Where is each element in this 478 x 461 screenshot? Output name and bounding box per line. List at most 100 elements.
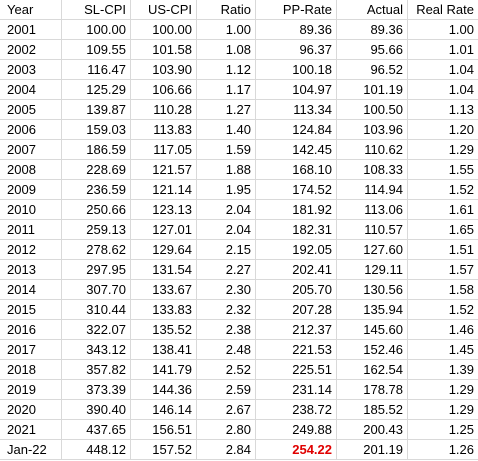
row-label: 2011 xyxy=(0,220,62,240)
data-cell: 1.29 xyxy=(408,140,478,160)
row-label: 2009 xyxy=(0,180,62,200)
data-cell: 2.59 xyxy=(197,380,256,400)
data-cell: 101.19 xyxy=(337,80,408,100)
data-cell: 207.28 xyxy=(256,300,337,320)
data-cell: 89.36 xyxy=(256,20,337,40)
data-cell: 178.78 xyxy=(337,380,408,400)
data-cell: 124.84 xyxy=(256,120,337,140)
data-cell: 2.48 xyxy=(197,340,256,360)
data-cell: 135.52 xyxy=(131,320,197,340)
data-cell: 185.52 xyxy=(337,400,408,420)
data-cell: 202.41 xyxy=(256,260,337,280)
data-cell: 310.44 xyxy=(62,300,131,320)
data-cell: 205.70 xyxy=(256,280,337,300)
data-cell: 278.62 xyxy=(62,240,131,260)
data-cell: 221.53 xyxy=(256,340,337,360)
row-label: 2004 xyxy=(0,80,62,100)
row-label: 2017 xyxy=(0,340,62,360)
data-cell: 100.00 xyxy=(62,20,131,40)
data-cell: 2.52 xyxy=(197,360,256,380)
data-cell: 138.41 xyxy=(131,340,197,360)
row-label: 2010 xyxy=(0,200,62,220)
data-cell: 127.01 xyxy=(131,220,197,240)
data-cell: 159.03 xyxy=(62,120,131,140)
data-cell: 100.50 xyxy=(337,100,408,120)
data-cell: 231.14 xyxy=(256,380,337,400)
data-cell: 390.40 xyxy=(62,400,131,420)
data-cell: 157.52 xyxy=(131,440,197,460)
header-cell: Ratio xyxy=(197,0,256,20)
header-cell: Actual xyxy=(337,0,408,20)
data-cell: 100.00 xyxy=(131,20,197,40)
data-cell: 357.82 xyxy=(62,360,131,380)
row-label: 2002 xyxy=(0,40,62,60)
data-cell: 125.29 xyxy=(62,80,131,100)
data-cell: 113.34 xyxy=(256,100,337,120)
row-label: 2006 xyxy=(0,120,62,140)
data-cell: 2.38 xyxy=(197,320,256,340)
data-cell: 1.00 xyxy=(197,20,256,40)
data-cell: 297.95 xyxy=(62,260,131,280)
data-cell: 236.59 xyxy=(62,180,131,200)
row-label: 2019 xyxy=(0,380,62,400)
data-cell: 437.65 xyxy=(62,420,131,440)
data-cell: 238.72 xyxy=(256,400,337,420)
data-cell: 110.62 xyxy=(337,140,408,160)
data-cell: 133.83 xyxy=(131,300,197,320)
data-cell: 373.39 xyxy=(62,380,131,400)
data-cell: 1.01 xyxy=(408,40,478,60)
data-cell: 121.14 xyxy=(131,180,197,200)
data-cell: 254.22 xyxy=(256,440,337,460)
data-cell: 129.11 xyxy=(337,260,408,280)
data-cell: 2.84 xyxy=(197,440,256,460)
data-cell: 1.08 xyxy=(197,40,256,60)
data-cell: 1.51 xyxy=(408,240,478,260)
row-label: 2007 xyxy=(0,140,62,160)
data-cell: 96.52 xyxy=(337,60,408,80)
data-cell: 1.59 xyxy=(197,140,256,160)
data-cell: 106.66 xyxy=(131,80,197,100)
data-cell: 142.45 xyxy=(256,140,337,160)
data-cell: 2.67 xyxy=(197,400,256,420)
data-cell: 2.04 xyxy=(197,200,256,220)
data-cell: 116.47 xyxy=(62,60,131,80)
row-label: 2015 xyxy=(0,300,62,320)
data-cell: 110.28 xyxy=(131,100,197,120)
data-cell: 1.55 xyxy=(408,160,478,180)
data-cell: 212.37 xyxy=(256,320,337,340)
data-cell: 123.13 xyxy=(131,200,197,220)
data-cell: 343.12 xyxy=(62,340,131,360)
row-label: 2005 xyxy=(0,100,62,120)
header-cell: SL-CPI xyxy=(62,0,131,20)
data-cell: 121.57 xyxy=(131,160,197,180)
data-cell: 130.56 xyxy=(337,280,408,300)
data-cell: 110.57 xyxy=(337,220,408,240)
data-cell: 228.69 xyxy=(62,160,131,180)
data-cell: 1.57 xyxy=(408,260,478,280)
data-cell: 113.83 xyxy=(131,120,197,140)
data-cell: 103.90 xyxy=(131,60,197,80)
data-cell: 174.52 xyxy=(256,180,337,200)
data-cell: 2.32 xyxy=(197,300,256,320)
data-cell: 1.58 xyxy=(408,280,478,300)
row-label: 2001 xyxy=(0,20,62,40)
data-cell: 307.70 xyxy=(62,280,131,300)
row-label: 2016 xyxy=(0,320,62,340)
data-cell: 1.00 xyxy=(408,20,478,40)
data-cell: 1.20 xyxy=(408,120,478,140)
data-cell: 186.59 xyxy=(62,140,131,160)
data-cell: 133.67 xyxy=(131,280,197,300)
data-cell: 131.54 xyxy=(131,260,197,280)
data-cell: 127.60 xyxy=(337,240,408,260)
data-cell: 201.19 xyxy=(337,440,408,460)
row-label: 2021 xyxy=(0,420,62,440)
data-cell: 1.40 xyxy=(197,120,256,140)
data-cell: 113.06 xyxy=(337,200,408,220)
data-cell: 259.13 xyxy=(62,220,131,240)
data-cell: 109.55 xyxy=(62,40,131,60)
data-cell: 2.80 xyxy=(197,420,256,440)
data-cell: 1.12 xyxy=(197,60,256,80)
data-cell: 1.65 xyxy=(408,220,478,240)
row-label: 2003 xyxy=(0,60,62,80)
